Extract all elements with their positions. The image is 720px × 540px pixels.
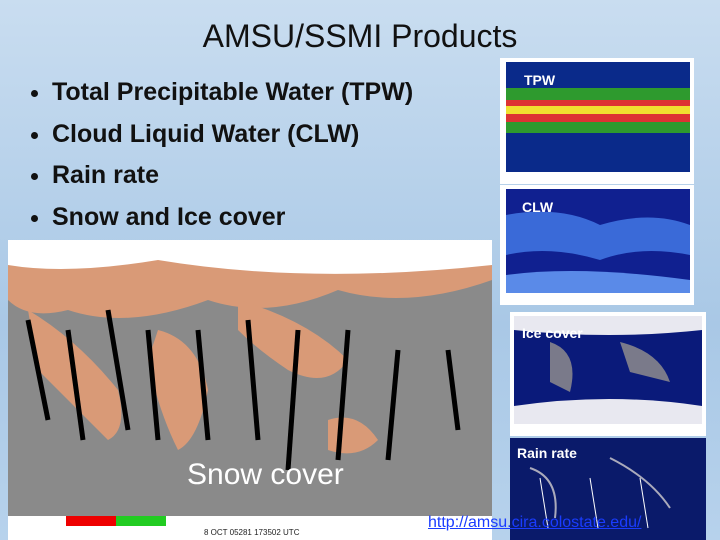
rain-map xyxy=(510,438,706,540)
panel-label: Rain rate xyxy=(517,445,577,461)
clw-map xyxy=(500,185,694,305)
panel-label: CLW xyxy=(522,199,554,215)
bullet-list: Total Precipitable Water (TPW) Cloud Liq… xyxy=(18,72,413,238)
link[interactable]: http://amsu.cira.colostate.edu/ xyxy=(428,514,642,531)
bullet: Cloud Liquid Water (CLW) xyxy=(52,114,413,156)
snow-map xyxy=(8,240,492,540)
timestamp: 8 OCT 05281 173502 UTC xyxy=(204,528,300,537)
title: AMSU/SSMI Products xyxy=(202,18,518,54)
bullet: Snow and Ice cover xyxy=(52,197,413,239)
snow-label: Snow cover xyxy=(187,458,344,491)
panel-label: Ice cover xyxy=(522,325,583,341)
tpw-map xyxy=(500,58,694,184)
bullet: Rain rate xyxy=(52,155,413,197)
bullet: Total Precipitable Water (TPW) xyxy=(52,72,413,114)
ice-map xyxy=(510,312,706,436)
panel-label: TPW xyxy=(524,72,556,88)
